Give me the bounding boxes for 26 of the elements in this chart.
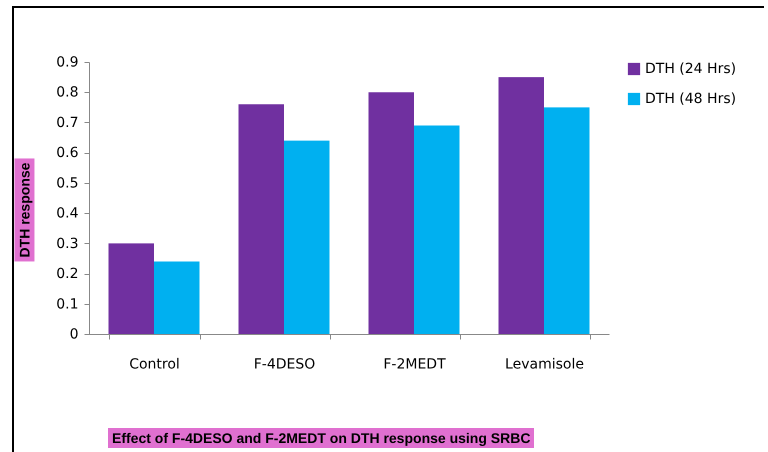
x-tick-label: F-2MEDT <box>383 356 446 372</box>
y-tick-label: 0.1 <box>56 296 78 312</box>
bar <box>154 261 200 334</box>
bar <box>498 77 544 334</box>
x-tick-label: Control <box>129 356 180 372</box>
x-tick-label: Levamisole <box>505 356 584 372</box>
y-tick-label: 0.8 <box>56 84 78 101</box>
y-axis-title: DTH response <box>14 158 34 262</box>
y-tick-label: 0 <box>70 326 78 342</box>
bar <box>108 243 154 334</box>
y-tick-label: 0.2 <box>56 266 78 282</box>
bar <box>544 107 590 334</box>
bar <box>284 140 330 334</box>
y-tick-label: 0.7 <box>56 114 78 131</box>
bar <box>238 104 284 334</box>
y-tick-label: 0.6 <box>56 145 79 162</box>
legend-label: DTH (48 Hrs) <box>645 91 736 107</box>
y-tick-label: 0.4 <box>56 206 79 222</box>
y-tick-label: 0.5 <box>56 175 78 192</box>
y-tick-label: 0.9 <box>56 54 78 70</box>
bar <box>414 125 460 334</box>
bar <box>368 92 414 334</box>
text: Effect of F-4DESO and F-2MEDT on DTH response using SRBC <box>108 428 534 448</box>
x-tick-label: F-4DESO <box>254 356 316 372</box>
y-tick-label: 0.3 <box>56 236 78 252</box>
legend-label: DTH (24 Hrs) <box>645 61 736 77</box>
